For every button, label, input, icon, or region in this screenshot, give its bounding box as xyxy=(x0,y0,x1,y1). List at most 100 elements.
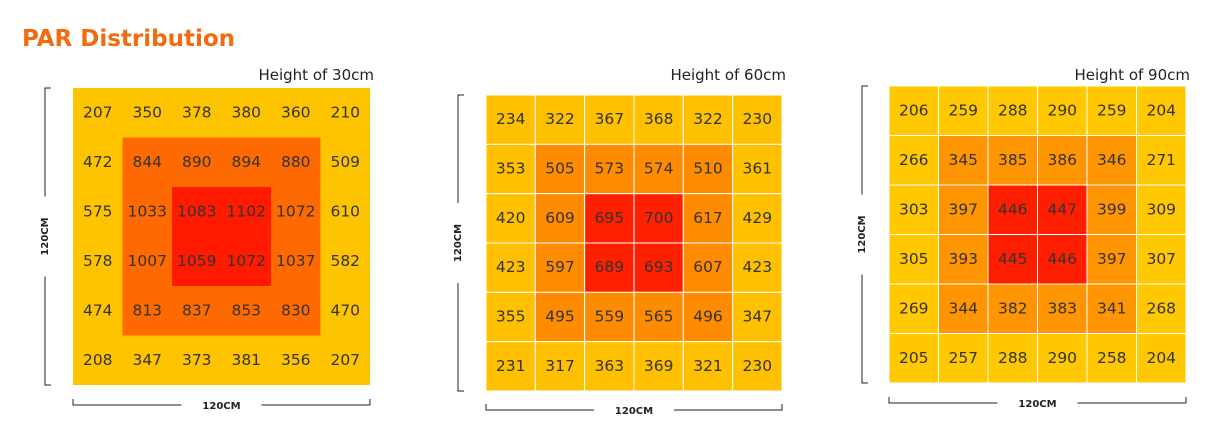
cell-value: 207 xyxy=(330,351,360,369)
grid-cell xyxy=(73,137,123,187)
grid-cell xyxy=(485,242,536,293)
cell-value: 288 xyxy=(998,349,1028,367)
grid-cell xyxy=(73,187,123,237)
height-label: Height of 30cm xyxy=(258,66,374,84)
cell-value: 290 xyxy=(1047,101,1077,119)
cell-value: 578 xyxy=(83,252,113,270)
cell-value: 446 xyxy=(998,200,1028,218)
depth-label: 120CM xyxy=(857,215,868,253)
cell-value: 322 xyxy=(545,110,575,128)
cell-value: 597 xyxy=(545,258,575,276)
grid-cell xyxy=(888,135,939,186)
grid-cell xyxy=(888,333,939,384)
grid-cell xyxy=(534,193,586,244)
cell-value: 206 xyxy=(899,101,929,119)
cell-value: 505 xyxy=(545,160,575,178)
grid-cell xyxy=(1136,333,1187,384)
cell-value: 509 xyxy=(330,153,360,171)
grid-cell xyxy=(534,143,586,195)
grid-cell xyxy=(271,137,321,187)
depth-bracket xyxy=(44,87,51,386)
grid-cell xyxy=(485,94,536,145)
cell-value: 356 xyxy=(281,351,311,369)
cell-value: 1037 xyxy=(276,252,315,270)
cell-value: 700 xyxy=(644,209,674,227)
grid-cell xyxy=(271,335,321,385)
cell-value: 559 xyxy=(595,308,625,326)
cell-value: 853 xyxy=(231,301,261,319)
cell-value: 610 xyxy=(330,202,360,220)
cell-value: 204 xyxy=(1146,101,1176,119)
cell-value: 204 xyxy=(1146,349,1176,367)
grid-cell xyxy=(271,236,321,286)
cell-value: 1102 xyxy=(227,202,266,220)
cell-value: 1072 xyxy=(227,252,266,270)
cell-value: 446 xyxy=(1047,250,1077,268)
grid-cell xyxy=(682,242,734,293)
grid-cell xyxy=(1037,234,1088,285)
grid-cell xyxy=(938,135,989,186)
grid-cell xyxy=(1086,333,1137,384)
cell-value: 208 xyxy=(83,351,113,369)
cell-value: 496 xyxy=(693,308,723,326)
grid-cell xyxy=(122,187,172,237)
grid-cell xyxy=(584,94,635,145)
cell-value: 268 xyxy=(1146,299,1176,317)
grid-cell xyxy=(938,333,989,384)
grid-cell xyxy=(987,333,1038,384)
grid-cell xyxy=(122,236,172,286)
height-label: Height of 60cm xyxy=(670,66,786,84)
cell-value: 369 xyxy=(644,357,674,375)
grid-cell xyxy=(122,137,172,187)
cell-value: 573 xyxy=(595,160,625,178)
cell-value: 207 xyxy=(83,103,113,121)
grid-cell xyxy=(732,291,783,343)
cell-value: 880 xyxy=(281,153,311,171)
grid-cell xyxy=(221,88,271,138)
cell-value: 271 xyxy=(1146,151,1176,169)
cell-value: 266 xyxy=(899,151,929,169)
grid-cell xyxy=(584,193,635,244)
grid-cell xyxy=(172,187,222,237)
grid-cell xyxy=(732,143,783,195)
cell-value: 373 xyxy=(182,351,212,369)
cell-value: 399 xyxy=(1097,200,1127,218)
cell-value: 259 xyxy=(1097,101,1127,119)
cell-value: 693 xyxy=(644,258,674,276)
cell-value: 321 xyxy=(693,357,723,375)
cell-value: 347 xyxy=(132,351,162,369)
grid-cell xyxy=(320,286,370,336)
cell-value: 609 xyxy=(545,209,575,227)
cell-value: 309 xyxy=(1146,200,1176,218)
grid-cell xyxy=(633,242,684,293)
grid-cell xyxy=(73,236,123,286)
grid-cell xyxy=(172,236,222,286)
width-bracket xyxy=(888,397,1187,404)
grid-cell xyxy=(1086,184,1137,235)
cell-value: 423 xyxy=(743,258,773,276)
cell-value: 307 xyxy=(1146,250,1176,268)
cell-value: 381 xyxy=(231,351,261,369)
cell-value: 445 xyxy=(998,250,1028,268)
width-label: 120CM xyxy=(202,401,240,412)
grid-cell xyxy=(320,88,370,138)
grid-cell xyxy=(987,85,1038,136)
cell-value: 607 xyxy=(693,258,723,276)
cell-value: 386 xyxy=(1047,151,1077,169)
cell-value: 393 xyxy=(948,250,978,268)
cell-value: 290 xyxy=(1047,349,1077,367)
grid-cell xyxy=(320,137,370,187)
width-bracket xyxy=(72,399,371,406)
grid-cell xyxy=(534,242,586,293)
depth-bracket xyxy=(457,94,464,392)
depth-label: 120CM xyxy=(453,224,464,262)
cell-value: 353 xyxy=(496,160,526,178)
width-bracket xyxy=(485,404,783,411)
cell-value: 205 xyxy=(899,349,929,367)
cell-value: 288 xyxy=(998,101,1028,119)
grid-cell xyxy=(122,335,172,385)
grid-cell xyxy=(172,137,222,187)
grid-cell xyxy=(221,236,271,286)
cell-value: 420 xyxy=(496,209,526,227)
